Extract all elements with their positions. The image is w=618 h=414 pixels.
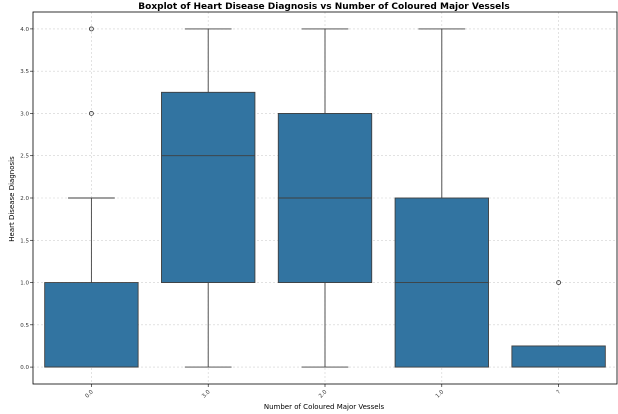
tick-layer: 0.0 0.5 1.0 1.5 2.0 2.5 3.0 3.5 4.0 0.0 3.0 2.0 1.0? bbox=[20, 27, 562, 400]
x-axis-label: Number of Coloured Major Vessels bbox=[264, 403, 385, 411]
y-tick-label: 3.0 bbox=[20, 111, 29, 117]
box-outlier bbox=[88, 26, 94, 32]
box-iqr bbox=[44, 282, 139, 368]
box-group bbox=[44, 26, 139, 368]
y-tick-label: 2.5 bbox=[20, 154, 29, 160]
y-tick-label: 4.0 bbox=[20, 27, 29, 33]
y-axis-label: Heart Disease Diagnosis bbox=[8, 156, 16, 242]
x-tick-label: ? bbox=[556, 389, 562, 395]
box-outlier bbox=[556, 280, 562, 285]
chart-title: Boxplot of Heart Disease Diagnosis vs Nu… bbox=[138, 2, 509, 12]
box-group bbox=[161, 28, 256, 368]
x-tick-label: 0.0 bbox=[84, 389, 95, 400]
x-tick-label: 2.0 bbox=[318, 389, 329, 400]
y-tick-label: 0.0 bbox=[20, 365, 29, 371]
x-tick-label: 1.0 bbox=[435, 389, 446, 400]
y-tick-label: 1.0 bbox=[20, 281, 29, 287]
y-tick-label: 2.0 bbox=[20, 196, 29, 202]
box-layer bbox=[44, 26, 606, 368]
box-group bbox=[394, 28, 489, 368]
box-iqr bbox=[511, 345, 606, 368]
box-group bbox=[511, 280, 606, 368]
box-iqr bbox=[161, 91, 256, 283]
y-tick-label: 3.5 bbox=[20, 69, 29, 75]
x-tick-label: 3.0 bbox=[201, 389, 212, 400]
box-outlier bbox=[88, 111, 94, 116]
box-group bbox=[277, 28, 373, 368]
y-tick-label: 0.5 bbox=[20, 323, 29, 329]
y-tick-label: 1.5 bbox=[20, 238, 29, 244]
